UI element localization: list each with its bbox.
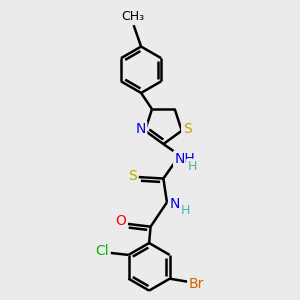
Text: N: N xyxy=(135,122,146,136)
Text: O: O xyxy=(116,214,126,228)
Text: N: N xyxy=(170,197,181,211)
Text: H: H xyxy=(188,160,197,173)
Text: Cl: Cl xyxy=(95,244,109,258)
Text: NH: NH xyxy=(175,152,195,166)
Text: S: S xyxy=(128,169,137,183)
Text: H: H xyxy=(181,204,190,217)
Text: S: S xyxy=(183,122,191,136)
Text: CH₃: CH₃ xyxy=(122,10,145,23)
Text: Br: Br xyxy=(189,277,204,291)
